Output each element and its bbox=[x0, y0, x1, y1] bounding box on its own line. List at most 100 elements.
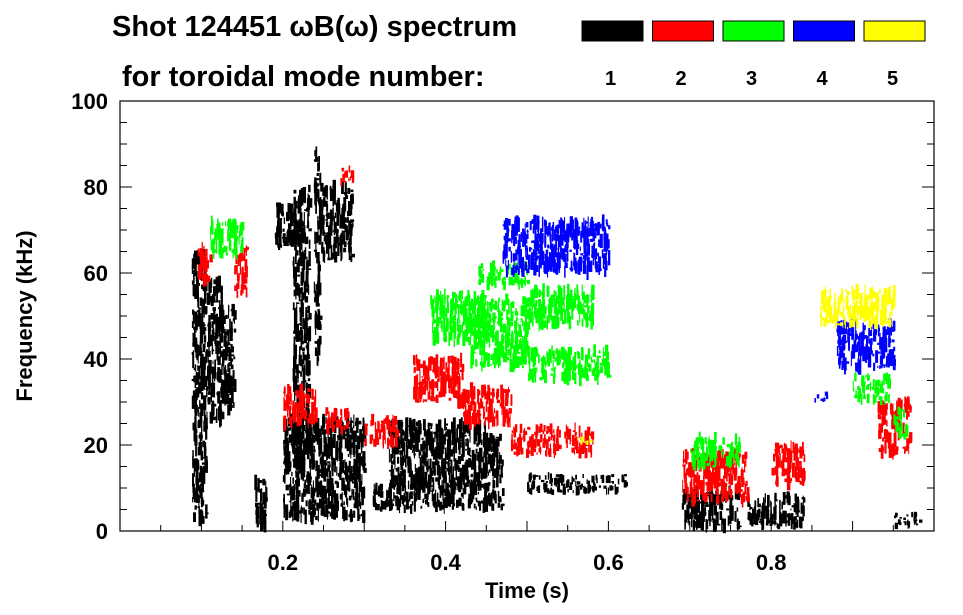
spectrum-mark bbox=[544, 488, 546, 493]
spectrum-mark bbox=[422, 440, 426, 449]
spectrum-mark bbox=[919, 519, 923, 523]
spectrum-mark bbox=[291, 441, 294, 447]
spectrum-mark bbox=[192, 473, 194, 487]
spectrum-mark bbox=[534, 311, 537, 318]
spectrum-mark bbox=[305, 317, 309, 321]
spectrum-mark bbox=[532, 352, 537, 366]
spectrum-mark bbox=[285, 484, 289, 491]
spectrum-mark bbox=[440, 377, 444, 391]
spectrum-mark bbox=[207, 397, 211, 405]
spectrum-mark bbox=[538, 289, 541, 298]
spectrum-mark bbox=[471, 449, 475, 461]
spectrum-mark bbox=[333, 436, 336, 441]
spectrum-mark bbox=[202, 266, 205, 271]
spectrum-mark bbox=[392, 414, 394, 426]
spectrum-mark bbox=[211, 349, 215, 352]
spectrum-mark bbox=[433, 449, 436, 456]
spectrum-mark bbox=[388, 423, 391, 432]
spectrum-mark bbox=[799, 521, 803, 529]
spectrum-mark bbox=[497, 443, 499, 446]
spectrum-mark bbox=[292, 502, 295, 508]
spectrum-mark bbox=[462, 310, 464, 314]
spectrum-mark bbox=[581, 291, 585, 300]
spectrum-mark bbox=[219, 336, 222, 352]
spectrum-mark bbox=[730, 461, 732, 476]
spectrum-mark bbox=[204, 272, 207, 287]
spectrum-mark bbox=[783, 452, 787, 462]
spectrum-mark bbox=[287, 421, 289, 424]
spectrum-mark bbox=[304, 430, 309, 433]
spectrum-mark bbox=[481, 349, 483, 363]
spectrum-mark bbox=[414, 376, 416, 383]
spectrum-mark bbox=[334, 501, 337, 509]
spectrum-mark bbox=[445, 431, 449, 435]
spectrum-mark bbox=[381, 421, 384, 425]
spectrum-mark bbox=[477, 451, 481, 457]
spectrum-mark bbox=[332, 458, 336, 465]
spectrum-mark bbox=[444, 471, 446, 483]
spectrum-mark bbox=[489, 319, 491, 329]
spectrum-mark bbox=[520, 338, 522, 344]
spectrum-mark bbox=[296, 449, 298, 452]
spectrum-mark bbox=[317, 510, 319, 522]
spectrum-mark bbox=[454, 458, 457, 471]
spectrum-mark bbox=[199, 509, 203, 515]
spectrum-mark bbox=[434, 464, 436, 476]
spectrum-mark bbox=[487, 406, 491, 420]
spectrum-mark bbox=[469, 315, 471, 324]
spectrum-mark bbox=[194, 326, 196, 340]
spectrum-mark bbox=[727, 465, 730, 473]
spectrum-mark bbox=[511, 317, 513, 320]
spectrum-mark bbox=[538, 426, 541, 433]
spectrum-mark bbox=[522, 335, 524, 341]
spectrum-mark bbox=[335, 202, 339, 206]
spectrum-mark bbox=[494, 349, 499, 363]
spectrum-mark bbox=[206, 249, 208, 253]
spectrum-mark bbox=[227, 394, 230, 405]
spectrum-mark bbox=[510, 276, 514, 285]
spectrum-mark bbox=[904, 522, 907, 526]
spectrum-mark bbox=[201, 271, 203, 281]
spectrum-mark bbox=[353, 465, 357, 471]
spectrum-mark bbox=[765, 505, 769, 518]
spectrum-mark bbox=[292, 458, 295, 462]
spectrum-mark bbox=[484, 297, 487, 306]
spectrum-mark bbox=[316, 178, 320, 181]
spectrum-mark bbox=[499, 270, 502, 276]
spectrum-mark bbox=[495, 357, 498, 361]
spectrum-mark bbox=[437, 298, 440, 305]
spectrum-mark bbox=[290, 492, 292, 506]
spectrum-mark bbox=[451, 421, 454, 434]
spectrum-mark bbox=[212, 238, 215, 254]
spectrum-mark bbox=[490, 266, 492, 274]
spectrum-mark bbox=[472, 491, 475, 500]
spectrum-mark bbox=[409, 491, 413, 499]
spectrum-mark bbox=[464, 434, 467, 437]
spectrum-mark bbox=[225, 252, 229, 256]
spectrum-mark bbox=[359, 473, 361, 485]
spectrum-mark bbox=[479, 480, 482, 491]
spectrum-mark bbox=[229, 349, 232, 360]
spectrum-mark bbox=[298, 458, 301, 474]
spectrum-mark bbox=[308, 184, 311, 193]
spectrum-mark bbox=[239, 259, 241, 275]
spectrum-mark bbox=[220, 379, 223, 392]
spectrum-mark bbox=[327, 497, 329, 509]
spectrum-mark bbox=[437, 317, 439, 325]
spectrum-mark bbox=[308, 198, 313, 208]
spectrum-mark bbox=[475, 448, 478, 453]
spectrum-mark bbox=[295, 479, 299, 485]
spectrum-mark bbox=[302, 392, 305, 403]
spectrum-mark bbox=[286, 442, 289, 457]
spectrum-mark bbox=[714, 474, 717, 486]
spectrum-mark bbox=[400, 454, 402, 466]
spectrum-mark bbox=[593, 344, 596, 358]
spectrum-mark bbox=[348, 165, 351, 173]
spectrum-mark bbox=[203, 395, 207, 411]
spectrum-mark bbox=[505, 293, 509, 305]
spectrum-mark bbox=[497, 355, 501, 362]
spectrum-mark bbox=[216, 372, 219, 381]
spectrum-mark bbox=[300, 371, 302, 377]
spectrum-mark bbox=[785, 495, 787, 499]
spectrum-mark bbox=[518, 339, 522, 350]
